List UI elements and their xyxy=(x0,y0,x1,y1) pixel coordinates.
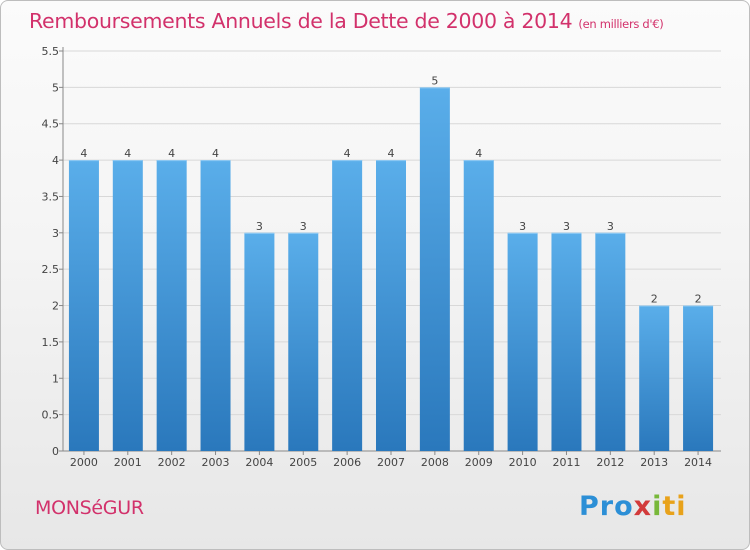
data-label-2006: 4 xyxy=(344,147,351,160)
x-tick-label-2010: 2010 xyxy=(509,456,537,469)
bar-2008 xyxy=(419,87,450,451)
chart-title-text: Remboursements Annuels de la Dette de 20… xyxy=(29,9,573,33)
data-label-2001: 4 xyxy=(124,147,131,160)
y-tick-label: 2 xyxy=(52,300,59,313)
bar-2001 xyxy=(112,160,143,451)
data-label-2010: 3 xyxy=(519,220,526,233)
y-tick-label: 3 xyxy=(52,227,59,240)
y-tick-label: 1 xyxy=(52,372,59,385)
x-tick-label-2005: 2005 xyxy=(289,456,317,469)
bar-2006 xyxy=(332,160,363,451)
data-label-2000: 4 xyxy=(80,147,87,160)
logo-part-1: Pro xyxy=(579,491,634,522)
y-tick-label: 2.5 xyxy=(42,263,60,276)
bar-2002 xyxy=(156,160,187,451)
x-tick-label-2012: 2012 xyxy=(596,456,624,469)
y-tick-label: 0.5 xyxy=(42,409,60,422)
logo-part-3: i xyxy=(652,491,663,522)
x-tick-label-2007: 2007 xyxy=(377,456,405,469)
bar-2013 xyxy=(639,305,670,451)
x-tick-label-2008: 2008 xyxy=(421,456,449,469)
logo-part-4: ti xyxy=(662,491,687,522)
y-tick-label: 5 xyxy=(52,81,59,94)
x-tick-label-2003: 2003 xyxy=(202,456,230,469)
x-tick-label-2014: 2014 xyxy=(684,456,712,469)
chart-subtitle: (en milliers d'€) xyxy=(578,17,664,31)
bar-2004 xyxy=(244,232,275,451)
y-tick-label: 3.5 xyxy=(42,190,60,203)
data-label-2009: 4 xyxy=(475,147,482,160)
y-tick-label: 5.5 xyxy=(42,45,60,58)
proxiti-logo: Proxiti xyxy=(579,491,687,522)
bar-2007 xyxy=(376,160,406,451)
labels: 0 0.5 1 1.5 2 2.5 3 3.5 4 4.5 5 5.5 4 2000 4 2001 4 2002 4… xyxy=(42,45,713,469)
commune-name: MONSéGUR xyxy=(35,497,144,519)
data-label-2004: 3 xyxy=(256,220,263,233)
x-tick-label-2013: 2013 xyxy=(640,456,668,469)
bar-2012 xyxy=(595,232,626,451)
data-label-2008: 5 xyxy=(431,74,438,87)
bar-2000 xyxy=(68,160,99,451)
y-tick-label: 4.5 xyxy=(42,118,60,131)
logo-part-2: x xyxy=(633,491,653,522)
x-tick-label-2000: 2000 xyxy=(70,456,98,469)
y-tick-label: 0 xyxy=(52,445,59,458)
data-label-2002: 4 xyxy=(168,147,175,160)
bar-2009 xyxy=(463,160,494,451)
x-tick-label-2004: 2004 xyxy=(245,456,273,469)
bar-2011 xyxy=(551,232,582,451)
data-label-2007: 4 xyxy=(388,147,395,160)
y-tick-label: 4 xyxy=(52,154,59,167)
x-tick-label-2011: 2011 xyxy=(552,456,580,469)
bar-2005 xyxy=(288,232,319,451)
bar-2003 xyxy=(200,160,231,451)
data-label-2013: 2 xyxy=(651,293,658,306)
data-label-2014: 2 xyxy=(695,293,702,306)
bars xyxy=(68,87,714,451)
chart-title: Remboursements Annuels de la Dette de 20… xyxy=(29,9,664,33)
data-label-2005: 3 xyxy=(300,220,307,233)
data-label-2011: 3 xyxy=(563,220,570,233)
data-label-2012: 3 xyxy=(607,220,614,233)
x-tick-label-2006: 2006 xyxy=(333,456,361,469)
x-tick-label-2009: 2009 xyxy=(465,456,493,469)
x-tick-label-2002: 2002 xyxy=(158,456,186,469)
x-tick-label-2001: 2001 xyxy=(114,456,142,469)
bar-2010 xyxy=(507,232,538,451)
data-label-2003: 4 xyxy=(212,147,219,160)
y-tick-label: 1.5 xyxy=(42,336,60,349)
bar-2014 xyxy=(683,305,714,451)
